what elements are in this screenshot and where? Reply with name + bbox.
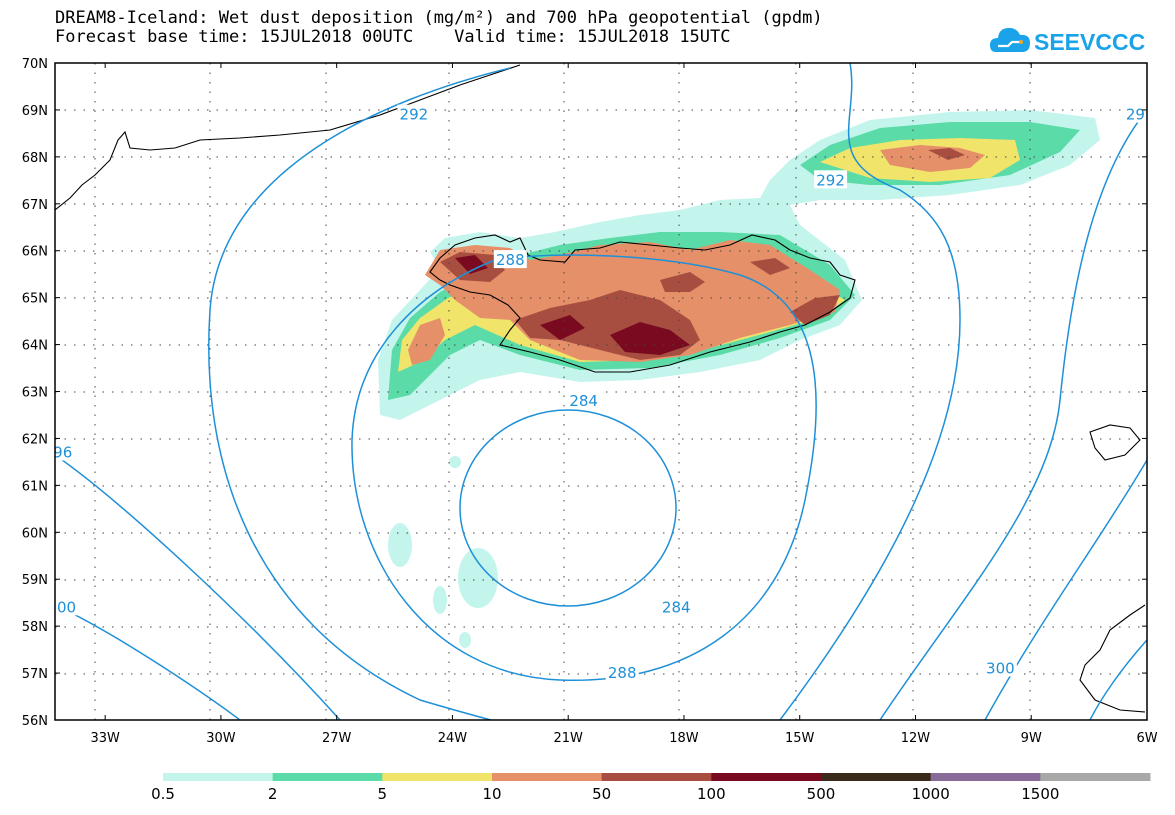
- contour-296: [55, 454, 341, 720]
- longitude-label: 24W: [438, 731, 468, 746]
- dust-area-light: [388, 523, 412, 567]
- contour-label: 288: [608, 664, 637, 682]
- dust-area-50: [928, 148, 965, 160]
- dust-area-100: [540, 315, 585, 340]
- dust-area-50: [750, 258, 790, 275]
- contour-292-west: [208, 67, 511, 720]
- dust-deposition-field: [378, 110, 1100, 648]
- longitude-label: 12W: [901, 731, 931, 746]
- contour-label-bg: [605, 663, 639, 682]
- latitude-label: 70N: [22, 57, 48, 72]
- longitude-labels: 33W 30W 27W 24W 21W 18W 15W 12W 9W 6W: [90, 731, 1157, 746]
- dust-area-100: [455, 255, 488, 274]
- latitude-label: 59N: [22, 573, 48, 588]
- contour-label: 29: [1126, 106, 1145, 124]
- contour-label-bg: [567, 390, 601, 409]
- axis-ticks: [55, 62, 1148, 721]
- greenland-coast: [55, 64, 521, 211]
- contour-label: 292: [816, 171, 845, 189]
- dust-area-50: [790, 295, 840, 325]
- dust-area-light: [433, 586, 447, 614]
- contour-label: 00: [57, 598, 76, 616]
- dust-area-100: [610, 322, 690, 355]
- contour-label: 288: [496, 251, 525, 269]
- latitude-label: 63N: [22, 386, 48, 401]
- seevccc-logo: SEEVCCC: [990, 28, 1145, 55]
- contour-label-bg: [493, 250, 527, 269]
- latitude-label: 58N: [22, 620, 48, 635]
- longitude-label: 27W: [322, 731, 352, 746]
- latitude-label: 60N: [22, 526, 48, 541]
- latitude-label: 65N: [22, 292, 48, 307]
- dust-area-10: [880, 145, 985, 172]
- dust-area-light: [459, 632, 471, 648]
- latitude-label: 67N: [22, 198, 48, 213]
- contour-label: 300: [986, 659, 1015, 677]
- contour-300: [55, 604, 241, 720]
- contour-label: 96: [53, 444, 72, 462]
- dust-area-50: [660, 272, 705, 292]
- contour-labels: 292 292 29 288 284 284 288 96 00 300: [53, 104, 1147, 682]
- logo-text: SEEVCCC: [1034, 29, 1145, 55]
- latitude-labels: 70N 69N 68N 67N 66N 65N 64N 63N 62N 61N 60N 59N 58N 5…: [22, 57, 48, 729]
- longitude-label: 9W: [1021, 731, 1042, 746]
- scotland-coast: [1079, 604, 1146, 713]
- faroe-coast: [1089, 424, 1141, 461]
- contour-label: 284: [662, 598, 691, 616]
- contour-296-east: [879, 109, 1147, 720]
- contour-304: [1089, 639, 1147, 720]
- contour-284: [459, 409, 677, 607]
- longitude-label: 6W: [1136, 731, 1157, 746]
- forecast-time-subtitle: Forecast base time: 15JUL2018 00UTC Vali…: [55, 27, 731, 47]
- grid-lines: [55, 63, 1147, 720]
- geopotential-contours: [55, 63, 1147, 720]
- latitude-label: 69N: [22, 104, 48, 119]
- contour-292: [779, 63, 961, 720]
- cloud-icon: [990, 28, 1030, 52]
- longitude-label: 30W: [206, 731, 236, 746]
- dust-area-10: [408, 318, 445, 365]
- longitude-label: 15W: [785, 731, 815, 746]
- latitude-label: 64N: [22, 339, 48, 354]
- contour-label: 284: [569, 392, 598, 410]
- longitude-label: 21W: [553, 731, 583, 746]
- contour-label-bg: [55, 597, 79, 616]
- contour-288: [351, 254, 817, 681]
- latitude-label: 62N: [22, 432, 48, 447]
- contour-300-east: [984, 459, 1147, 720]
- contour-label-bg: [814, 170, 848, 189]
- contour-label-bg: [1123, 104, 1147, 123]
- dust-area-light: [449, 456, 461, 468]
- contour-label-bg: [55, 442, 75, 461]
- latitude-label: 57N: [22, 667, 48, 682]
- dust-area-light: [458, 548, 498, 608]
- contour-label: 292: [400, 106, 429, 124]
- contour-label-bg: [397, 104, 431, 123]
- longitude-label: 18W: [669, 731, 699, 746]
- contour-label-bg: [659, 597, 693, 616]
- latitude-label: 66N: [22, 245, 48, 260]
- chart-title: DREAM8-Iceland: Wet dust deposition (mg/…: [55, 8, 823, 28]
- contour-label-bg: [983, 658, 1017, 677]
- latitude-label: 68N: [22, 151, 48, 166]
- latitude-label: 61N: [22, 479, 48, 494]
- longitude-label: 33W: [90, 731, 120, 746]
- latitude-label: 56N: [22, 714, 48, 729]
